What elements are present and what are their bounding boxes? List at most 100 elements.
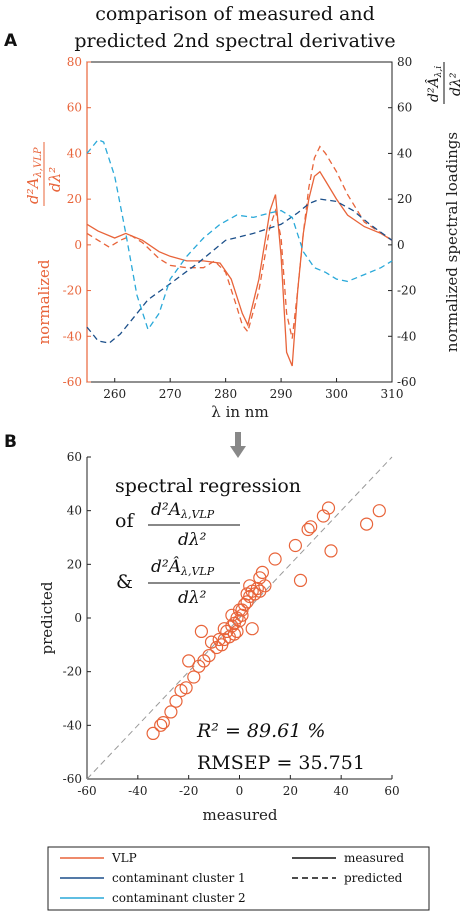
- regression-fraction-measured: d²Aλ,VLP dλ²: [148, 500, 240, 550]
- scatter-point: [197, 654, 211, 668]
- scatter-point: [255, 565, 269, 580]
- scatter-point: [301, 522, 315, 537]
- scatter-point: [217, 622, 231, 636]
- down-arrow-icon: [230, 432, 246, 458]
- panel-a-ylabel-right-fraction: d²Âλ,i dλ²: [424, 62, 464, 104]
- scatter-point: [372, 504, 386, 518]
- a-xtick-label: 290: [270, 387, 293, 401]
- svg-text:d²Aλ,VLP: d²Aλ,VLP: [151, 500, 215, 521]
- scatter-point: [268, 552, 282, 566]
- scatter-point: [146, 726, 160, 741]
- series-line-vlp-predicted: [86, 145, 393, 339]
- panel-a-plot: 80 60 40 20 0 -20 -40 -60 80 60 40 20 0 -20 -40 -60 26…: [63, 55, 417, 401]
- b-ytick-label: -40: [63, 718, 82, 732]
- scatter-point: [227, 627, 241, 641]
- a-xtick-label: 280: [214, 387, 237, 401]
- scatter-point: [235, 608, 249, 622]
- b-xtick-label: -40: [128, 784, 147, 798]
- a-ytick-right-label: 0: [397, 238, 405, 252]
- scatter-point: [324, 544, 338, 558]
- scatter-point: [304, 520, 318, 534]
- panel-a-ylabel-left: normalized d²Aλ,VLP dλ²: [24, 142, 64, 345]
- scatter-point: [250, 581, 264, 596]
- panel-a-ylabel-right: normalized spectral loadings d²Âλ,i dλ²: [424, 62, 464, 352]
- a-ytick-left-label: -20: [63, 284, 82, 298]
- scatter-point: [202, 648, 216, 663]
- panel-a-ylabel-right-text: normalized spectral loadings: [443, 132, 461, 352]
- scatter-point: [154, 718, 168, 732]
- title-line-2: predicted 2nd spectral derivative: [74, 30, 395, 52]
- b-xtick-label: 40: [334, 784, 349, 798]
- identity-reference-line: [86, 456, 393, 780]
- scatter-point: [360, 517, 374, 531]
- legend-vlp-label: VLP: [111, 851, 137, 865]
- a-ytick-left-label: -40: [63, 329, 82, 343]
- scatter-point: [258, 579, 272, 593]
- a-ytick-right-label: -40: [397, 329, 416, 343]
- a-xtick-label: 270: [159, 387, 182, 401]
- scatter-point: [179, 681, 193, 695]
- scatter-point: [182, 654, 196, 668]
- b-xtick-label: -60: [77, 784, 96, 798]
- regression-amp: &: [116, 571, 133, 593]
- scatter-point: [288, 538, 302, 553]
- rmsep: RMSEP = 35.751: [197, 752, 365, 774]
- regression-title: spectral regression: [115, 475, 301, 497]
- a-ytick-right-label: 60: [397, 101, 412, 115]
- svg-text:dλ²: dλ²: [178, 530, 207, 550]
- b-ytick-label: 40: [67, 504, 82, 518]
- a-ytick-left-label: 60: [67, 101, 82, 115]
- a-xtick-label: 310: [381, 387, 404, 401]
- series-line-vlp-measured: [86, 170, 393, 367]
- legend-box: [47, 846, 430, 911]
- b-xtick-label: 60: [384, 784, 399, 798]
- series-line-contaminant-cluster-2-predicted: [86, 138, 393, 331]
- svg-text:dλ²: dλ²: [178, 588, 207, 608]
- a-ytick-right-label: -60: [397, 375, 416, 389]
- panel-b-plot: 60 40 20 0 -20 -40 -60 -60 -40 -20 0 20 40 60: [63, 450, 400, 798]
- scatter-point: [321, 501, 336, 515]
- a-ytick-left-label: -60: [63, 375, 82, 389]
- a-ytick-left-label: 20: [67, 192, 82, 206]
- r-squared: R² = 89.61 %: [196, 720, 325, 742]
- panel-a-frame: [86, 61, 393, 383]
- legend-predicted-label: predicted: [344, 871, 403, 885]
- panel-a-xlabel: λ in nm: [211, 403, 268, 421]
- legend-cluster2-label: contaminant cluster 2: [112, 891, 246, 905]
- b-ytick-label: 60: [67, 450, 82, 464]
- panel-a-ylabel-left-fraction: d²Aλ,VLP dλ²: [24, 142, 64, 206]
- scatter-point: [240, 595, 254, 609]
- b-ytick-label: 20: [67, 557, 82, 571]
- a-ytick-right-label: 80: [397, 55, 412, 69]
- b-xtick-label: 0: [236, 784, 244, 798]
- scatter-point: [245, 622, 259, 636]
- panel-b-ylabel: predicted: [38, 581, 56, 654]
- series-line-contaminant-cluster-1-predicted: [86, 198, 393, 344]
- svg-text:d²Âλ,VLP: d²Âλ,VLP: [151, 556, 215, 578]
- b-xtick-label: 20: [283, 784, 298, 798]
- frac-num-right: d²Âλ,i: [424, 66, 444, 102]
- a-ytick-right-label: 40: [397, 146, 412, 160]
- frac-den-right: dλ²: [448, 72, 464, 96]
- regression-fraction-predicted: d²Âλ,VLP dλ²: [148, 556, 240, 608]
- a-ytick-right-label: 20: [397, 192, 412, 206]
- b-ytick-label: -60: [63, 772, 82, 786]
- a-xtick-label: 300: [325, 387, 348, 401]
- scatter-point: [164, 705, 178, 719]
- b-ytick-label: 0: [74, 611, 82, 625]
- frac-den: dλ²: [46, 167, 64, 192]
- a-ytick-left-label: 80: [67, 55, 82, 69]
- scatter-point: [230, 624, 244, 639]
- a-ytick-right-label: -20: [397, 284, 416, 298]
- panel-b-xlabel: measured: [202, 806, 277, 824]
- legend-cluster1-label: contaminant cluster 1: [112, 871, 246, 885]
- scatter-point: [293, 573, 308, 588]
- b-xtick-label: -20: [179, 784, 198, 798]
- scatter-point: [194, 624, 208, 639]
- b-ytick-label: -20: [63, 665, 82, 679]
- panel-b-letter: B: [4, 432, 17, 452]
- legend: VLP contaminant cluster 1 contaminant cl…: [47, 846, 430, 911]
- scatter-point: [187, 670, 201, 684]
- a-ytick-left-label: 0: [74, 238, 82, 252]
